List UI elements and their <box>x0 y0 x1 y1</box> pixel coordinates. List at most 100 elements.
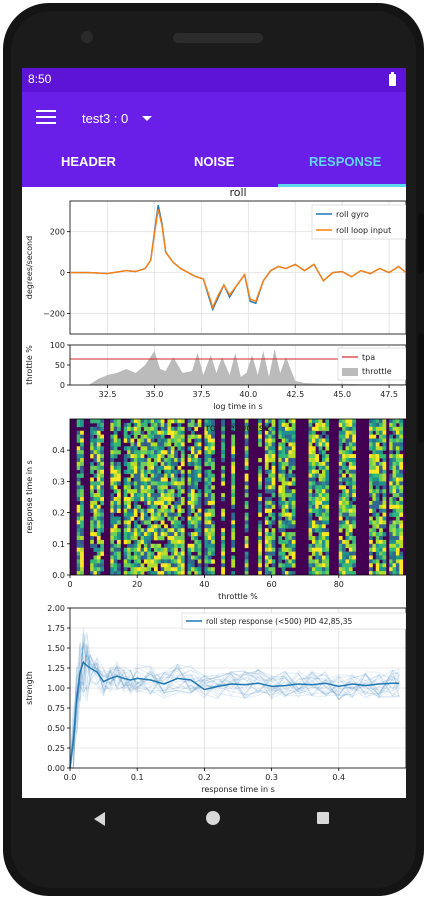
heatmap-cell <box>143 485 148 490</box>
heatmap-cell <box>150 493 155 498</box>
home-icon[interactable] <box>206 811 220 825</box>
heatmap-cell <box>308 419 313 424</box>
heatmap-cell <box>379 571 383 576</box>
heatmap-cell <box>338 477 343 482</box>
heatmap-cell <box>308 489 313 494</box>
heatmap-cell <box>382 481 387 486</box>
heatmap-cell <box>197 442 202 447</box>
response-plots[interactable]: roll 200 0 −200 degrees/second roll gyro roll … <box>22 187 406 798</box>
recent-apps-icon[interactable] <box>317 812 329 824</box>
heatmap-cell <box>285 438 289 443</box>
heatmap-cell <box>395 481 400 486</box>
heatmap-cell <box>90 571 94 576</box>
active-tab-indicator <box>278 184 406 187</box>
heatmap-cell <box>375 539 380 545</box>
heatmap-cell <box>190 458 195 463</box>
hamburger-menu-icon[interactable] <box>36 110 56 124</box>
tab-noise[interactable]: NOISE <box>194 154 235 169</box>
heatmap-cell <box>318 571 323 576</box>
back-icon[interactable] <box>94 812 105 826</box>
heatmap-cell <box>281 500 286 506</box>
heatmap-cell <box>342 551 346 556</box>
heatmap-cell <box>133 512 138 517</box>
heatmap-cell <box>143 555 148 560</box>
heatmap-cell <box>164 489 168 494</box>
heatmap-cell <box>197 516 202 521</box>
heatmap-cell <box>288 563 293 568</box>
heatmap-cell <box>392 539 397 545</box>
heatmap-cell <box>221 477 225 482</box>
heatmap-cell <box>190 516 195 521</box>
heatmap-cell <box>285 555 289 560</box>
heatmap-cell <box>244 473 249 478</box>
heatmap-cell <box>288 473 293 478</box>
heatmap-cell <box>147 508 152 513</box>
heatmap-cell <box>244 539 249 545</box>
heatmap-cell <box>76 520 81 525</box>
volume-button[interactable] <box>418 333 424 443</box>
heatmap-cell <box>244 555 249 560</box>
heatmap-cell <box>308 567 313 572</box>
heatmap-cell <box>285 485 289 490</box>
tab-response[interactable]: RESPONSE <box>309 154 382 169</box>
heatmap-cell <box>395 512 400 517</box>
heatmap-cell <box>244 528 249 533</box>
heatmap-cell <box>170 551 175 556</box>
heatmap-cell <box>194 567 199 572</box>
heatmap-cell <box>80 454 84 459</box>
heatmap-cell <box>207 485 212 490</box>
heatmap-cell <box>369 434 373 439</box>
heatmap-cell <box>204 543 209 549</box>
heatmap-cell <box>127 504 131 510</box>
heatmap-cell <box>268 450 272 455</box>
heatmap-cell <box>211 559 215 564</box>
heatmap-cell <box>315 461 320 467</box>
heatmap-cell <box>271 430 276 435</box>
heatmap-cell <box>96 504 101 510</box>
heatmap-cell <box>76 438 81 443</box>
heatmap-cell <box>264 419 269 424</box>
heatmap-cell <box>157 497 162 502</box>
heatmap-cell <box>160 508 165 513</box>
heatmap-cell <box>197 465 202 471</box>
heatmap-cell <box>167 446 172 451</box>
tab-header[interactable]: HEADER <box>61 154 116 169</box>
heatmap-cell <box>231 543 236 549</box>
heatmap-cell <box>211 524 215 529</box>
roll-ytick-label: −200 <box>43 310 65 319</box>
heatmap-cell <box>369 571 373 576</box>
heatmap-cell <box>93 485 98 490</box>
heatmap-cell <box>278 461 283 467</box>
heatmap-cell <box>315 555 320 560</box>
heatmap-cell <box>315 426 320 432</box>
heatmap-cell <box>130 536 135 541</box>
heatmap-cell <box>264 543 269 549</box>
heatmap-cell <box>96 473 101 478</box>
heatmap-cell <box>211 465 215 471</box>
heatmap-cell <box>207 547 212 552</box>
heatmap-cell <box>318 426 323 432</box>
heatmap-cell <box>369 481 373 486</box>
heatmap-cell <box>197 512 202 517</box>
heatmap-cell <box>231 434 236 439</box>
heatmap-cell <box>140 536 145 541</box>
heatmap-cell <box>130 512 135 517</box>
heatmap-cell <box>100 422 104 428</box>
log-selector[interactable]: test3 : 0 <box>82 108 153 128</box>
heatmap-cell <box>180 551 185 556</box>
heatmap-cell <box>281 532 286 537</box>
heatmap-cell <box>187 555 192 560</box>
heatmap-cell <box>76 430 81 435</box>
heatmap-cell <box>160 516 165 521</box>
heatmap-cell <box>211 430 215 435</box>
heatmap-cell <box>264 442 269 447</box>
heatmap-cell <box>392 532 397 537</box>
heatmap-cell <box>345 465 350 471</box>
power-button[interactable] <box>418 213 424 273</box>
heatmap-cell <box>281 497 286 502</box>
heatmap-cell <box>140 465 145 471</box>
heatmap-cell <box>348 458 353 463</box>
heatmap-cell <box>271 422 276 428</box>
heatmap-cell <box>372 454 377 459</box>
heatmap-cell <box>322 497 326 502</box>
